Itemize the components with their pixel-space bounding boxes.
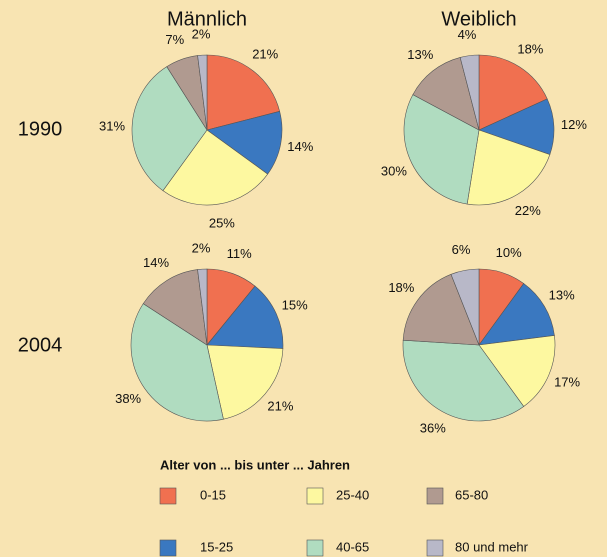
value-label: 2%	[192, 27, 211, 42]
pie-slice	[478, 54, 548, 131]
value-label: 11%	[227, 246, 252, 261]
value-label: 2%	[192, 241, 211, 256]
legend-label: 40-65	[336, 539, 369, 554]
value-label: 4%	[458, 27, 477, 42]
value-label: 12%	[561, 117, 587, 132]
legend-label: 0-15	[200, 487, 226, 502]
legend-swatch	[306, 487, 324, 505]
legend-label: 65-80	[455, 487, 488, 502]
value-label: 31%	[99, 118, 125, 133]
legend-swatch	[159, 487, 177, 505]
pie-slice	[459, 54, 480, 131]
pie-slice	[412, 57, 480, 131]
pie-slice	[142, 269, 208, 346]
pie-slice	[206, 110, 283, 175]
column-header: Männlich	[167, 8, 247, 30]
legend-title: Alter von ... bis unter ... Jahren	[160, 457, 350, 472]
legend-label: 25-40	[336, 487, 369, 502]
value-label: 14%	[287, 139, 313, 154]
value-label: 6%	[452, 242, 471, 257]
pie-slice	[403, 94, 480, 205]
value-label: 18%	[517, 42, 543, 57]
pie-slice	[197, 268, 208, 346]
pie-slice	[402, 273, 480, 346]
value-label: 18%	[388, 280, 414, 295]
legend-label: 15-25	[200, 539, 233, 554]
pie-slice	[466, 129, 551, 206]
pie-slice	[206, 54, 281, 131]
row-label: 2004	[18, 334, 63, 356]
value-label: 7%	[165, 32, 184, 47]
pie-slice	[478, 335, 556, 407]
value-label: 15%	[282, 297, 308, 312]
pie-slice	[450, 268, 480, 346]
value-label: 13%	[549, 288, 575, 303]
value-label: 36%	[420, 421, 446, 436]
legend-swatch	[159, 539, 177, 557]
value-label: 14%	[143, 255, 169, 270]
pie-slice	[206, 285, 284, 349]
value-label: 10%	[496, 245, 522, 260]
pie-slice	[478, 283, 555, 346]
value-label: 22%	[515, 203, 541, 218]
value-label: 21%	[267, 398, 293, 413]
value-label: 30%	[381, 164, 407, 179]
legend-swatch	[306, 539, 324, 557]
value-label: 21%	[252, 46, 278, 61]
legend-swatch	[426, 487, 444, 505]
value-label: 38%	[115, 391, 141, 406]
pie-slice	[206, 344, 284, 420]
legend-swatch	[426, 539, 444, 557]
legend-label: 80 und mehr	[455, 539, 529, 554]
column-header: Weiblich	[441, 8, 516, 30]
pie-slice	[131, 66, 208, 192]
value-label: 13%	[407, 47, 433, 62]
pie-slice	[162, 129, 269, 206]
pie-slice	[402, 339, 525, 422]
pie-slice	[130, 303, 224, 422]
value-label: 17%	[554, 375, 580, 390]
pie-slice	[197, 54, 208, 131]
value-label: 25%	[209, 215, 235, 230]
row-label: 1990	[18, 118, 63, 140]
